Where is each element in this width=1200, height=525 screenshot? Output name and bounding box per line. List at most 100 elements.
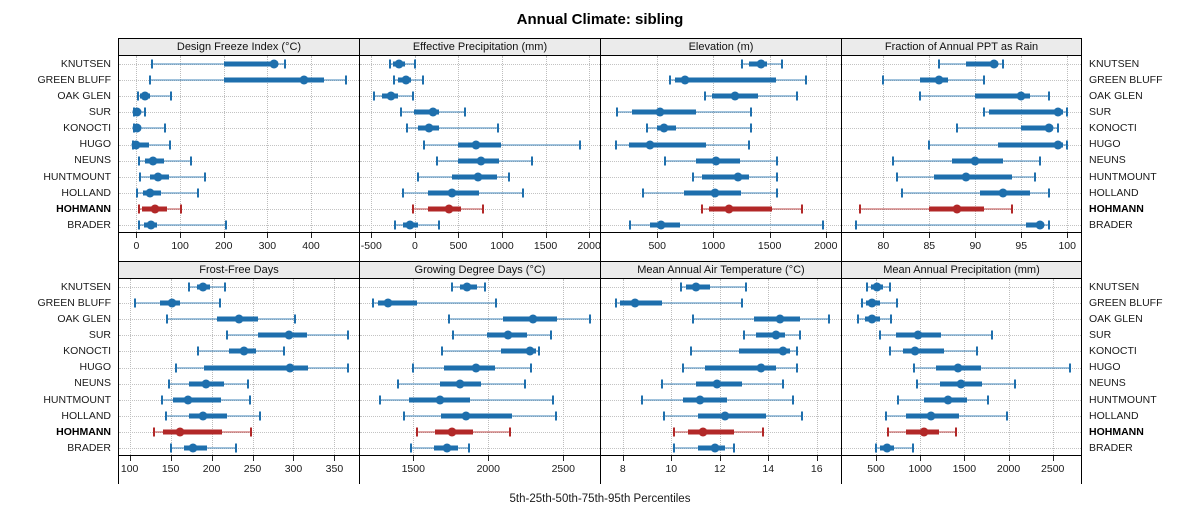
row-guide-line — [119, 96, 359, 98]
median-dot — [401, 75, 411, 85]
site-label: KONOCTI — [63, 345, 111, 358]
axis-tick — [129, 456, 131, 461]
axis-tick-label: 16 — [810, 463, 823, 475]
whisker-end-cap — [885, 411, 888, 421]
whisker-end-cap — [882, 75, 885, 85]
whisker-end-cap — [549, 330, 552, 340]
whisker-end-cap — [226, 330, 229, 340]
interquartile-bar — [739, 348, 791, 354]
median-dot — [712, 379, 722, 389]
whisker-end-cap — [396, 379, 399, 389]
grid-line — [545, 56, 547, 232]
interquartile-bar — [501, 348, 536, 354]
axis-tick-label: 8 — [619, 463, 626, 475]
whisker-end-cap — [1068, 363, 1071, 372]
median-dot — [146, 220, 156, 230]
whisker-end-cap — [258, 411, 261, 421]
median-dot — [1044, 123, 1054, 133]
whisker-end-cap — [1011, 204, 1014, 214]
percentile-range-line — [615, 302, 742, 305]
median-dot — [455, 379, 465, 389]
whisker-end-cap — [614, 298, 617, 308]
median-dot — [998, 188, 1008, 198]
median-dot — [1016, 91, 1026, 101]
median-dot — [386, 91, 396, 101]
trellis-row-2: KNUTSEN GREEN BLUFF OAK GLEN SUR KONOCTI HUGO… — [0, 261, 1200, 484]
row-guide-line — [360, 208, 600, 210]
row-guide-line — [842, 319, 1081, 321]
axis-tick — [1052, 456, 1054, 461]
whisker-end-cap — [554, 411, 557, 421]
whisker-end-cap — [897, 395, 900, 405]
whisker-end-cap — [412, 204, 415, 214]
row-guide-line — [842, 431, 1081, 433]
median-dot — [691, 282, 701, 292]
grid-line — [589, 56, 591, 232]
whisker-end-cap — [748, 140, 751, 149]
whisker-end-cap — [911, 443, 914, 453]
median-dot — [913, 330, 923, 340]
median-dot — [444, 204, 454, 214]
whisker-end-cap — [663, 156, 666, 166]
axis-tick — [267, 233, 269, 238]
whisker-end-cap — [416, 172, 419, 182]
median-dot — [285, 363, 295, 372]
whisker-end-cap — [889, 346, 892, 356]
whisker-end-cap — [249, 395, 252, 405]
median-dot — [405, 220, 415, 230]
whisker-end-cap — [628, 220, 631, 230]
median-dot — [528, 314, 538, 324]
median-dot — [153, 172, 163, 182]
median-dot — [148, 156, 158, 166]
site-labels-right-row2: KNUTSEN GREEN BLUFF OAK GLEN SUR KONOCTI HUGO… — [1082, 261, 1200, 484]
whisker-end-cap — [437, 220, 440, 230]
whisker-end-cap — [689, 346, 692, 356]
whisker-end-cap — [484, 282, 487, 292]
whisker-end-cap — [781, 379, 784, 389]
whisker-end-cap — [389, 59, 392, 69]
median-dot — [424, 123, 434, 133]
axis-tick-label: 90 — [969, 240, 982, 252]
site-label: HUGO — [1089, 361, 1121, 374]
whisker-end-cap — [891, 156, 894, 166]
strip-title: Frost-Free Days — [199, 264, 279, 276]
interquartile-bar — [708, 206, 773, 212]
whisker-end-cap — [133, 298, 136, 308]
percentile-range-line — [151, 63, 285, 66]
whisker-end-cap — [179, 204, 182, 214]
whisker-end-cap — [886, 427, 889, 437]
row-guide-line — [360, 335, 600, 337]
whisker-end-cap — [1038, 156, 1041, 166]
site-label: BRADER — [1089, 218, 1133, 231]
median-dot — [724, 204, 734, 214]
whisker-end-cap — [144, 107, 147, 117]
axis-tick — [293, 456, 295, 461]
site-label: GREEN BLUFF — [1089, 297, 1163, 310]
median-dot — [680, 75, 690, 85]
site-label: OAK GLEN — [1089, 313, 1143, 326]
row-guide-line — [360, 319, 600, 321]
row-guide-line — [360, 192, 600, 194]
row-guide-line — [119, 128, 359, 130]
axis-tick — [413, 456, 415, 461]
panel-plot-area — [360, 56, 600, 233]
whisker-end-cap — [776, 156, 779, 166]
grid-line — [1052, 279, 1054, 455]
median-dot — [145, 188, 155, 198]
percentile-range-line — [138, 223, 226, 226]
axis-tick — [180, 233, 182, 238]
panel-strip: Mean Annual Precipitation (mm) — [842, 261, 1081, 279]
interquartile-bar — [683, 397, 728, 403]
whisker-end-cap — [749, 107, 752, 117]
whisker-end-cap — [1047, 188, 1050, 198]
strip-title: Elevation (m) — [688, 41, 754, 53]
whisker-end-cap — [741, 59, 744, 69]
whisker-end-cap — [197, 346, 200, 356]
whisker-end-cap — [895, 298, 898, 308]
whisker-end-cap — [672, 443, 675, 453]
whisker-end-cap — [481, 204, 484, 214]
axis-tick-label: 2000 — [814, 240, 838, 252]
row-guide-line — [360, 287, 600, 289]
median-dot — [239, 346, 249, 356]
whisker-end-cap — [1047, 220, 1050, 230]
